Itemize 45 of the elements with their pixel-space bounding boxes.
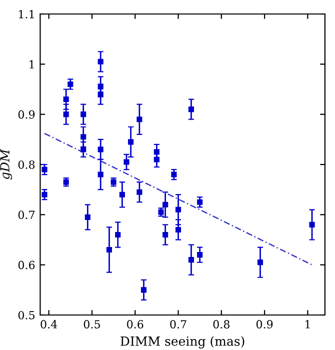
y-tick-label: 0.7 (18, 210, 35, 220)
point (42, 166, 48, 172)
point (171, 172, 177, 178)
point (136, 116, 142, 122)
point (136, 189, 142, 195)
point (106, 247, 112, 253)
point (197, 199, 203, 205)
x-tick-label: 0.6 (127, 320, 144, 328)
point (63, 112, 69, 118)
x-tick-label: 0.9 (256, 320, 273, 328)
point (119, 192, 125, 198)
point (128, 139, 134, 145)
point (98, 58, 104, 64)
y-tick-label: 0.9 (18, 110, 35, 119)
point (84, 214, 90, 220)
x-tick-label: 0.4 (40, 320, 58, 328)
point (42, 192, 48, 198)
point (175, 206, 182, 212)
point (162, 202, 168, 208)
point (197, 252, 203, 258)
point (80, 134, 86, 140)
y-tick-label: 0.6 (18, 260, 35, 270)
x-tick-label: 0.5 (84, 320, 100, 328)
y-tick-label: 1.1 (19, 10, 34, 18)
y-tick-label: 0.5 (18, 310, 34, 320)
point (162, 232, 168, 238)
x-tick-label: 0.7 (170, 320, 186, 328)
point (115, 232, 121, 238)
point (98, 146, 104, 152)
y-tick-label: 0.8 (18, 160, 35, 169)
point (140, 287, 147, 293)
x-tick-label: 0.8 (213, 320, 230, 328)
x-axis-title: DIMM seeing (mas) (120, 336, 244, 348)
x-tick-label: 1 (306, 320, 310, 328)
y-axis-title: gDM (0, 148, 12, 180)
point (257, 260, 264, 266)
point (63, 96, 69, 102)
point (98, 172, 104, 178)
point (80, 112, 86, 118)
y-tick-label: 1 (30, 60, 34, 68)
point (175, 226, 182, 232)
point (309, 222, 315, 228)
point (124, 159, 130, 165)
point (188, 106, 194, 112)
point (188, 257, 194, 263)
